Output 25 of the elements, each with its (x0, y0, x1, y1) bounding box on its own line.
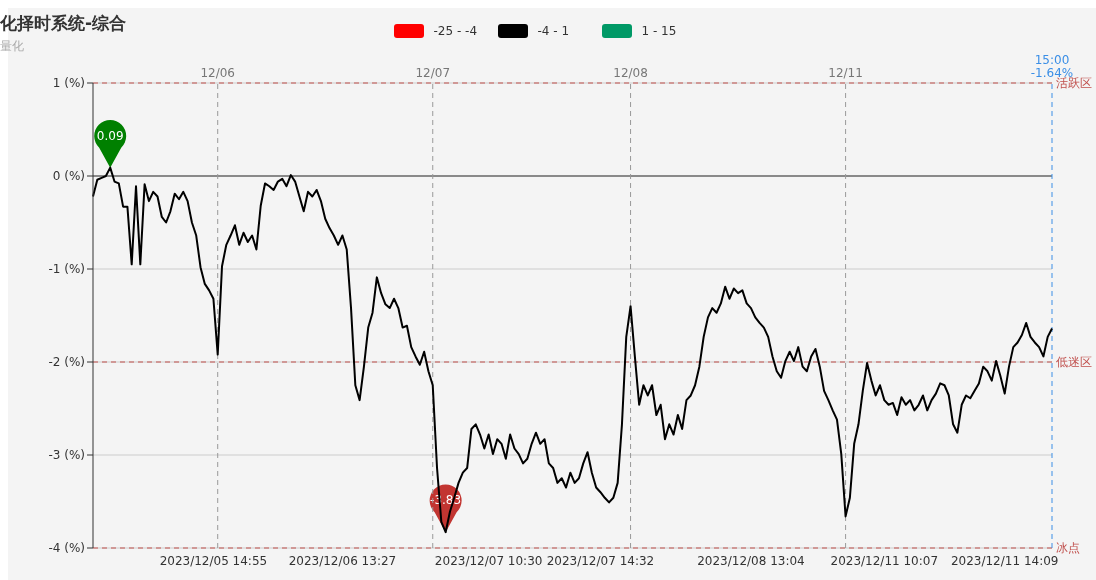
text: 12/07 (415, 66, 451, 80)
text: 12/11 (828, 66, 863, 80)
ref-line-label: 低迷区 (1056, 355, 1092, 369)
y-tick-label: 1 (%) (52, 76, 85, 91)
y-tick-label: -3 (%) (48, 448, 85, 463)
y-tick-label: 0 (%) (52, 169, 85, 184)
x-tick-label: 2023/12/07 14:32 (546, 553, 655, 568)
chart-title: 化择时系统-综合 (0, 12, 127, 35)
annotation: 0.09 (96, 128, 124, 143)
x-tick-label: 2023/12/05 14:55 (159, 553, 268, 568)
x-tick-label: 2023/12/11 14:09 (950, 553, 1059, 568)
legend-label: -25 - -4 (433, 24, 479, 38)
legend-label: -4 - 1 (537, 24, 571, 38)
x-tick-label: 2023/12/08 13:04 (697, 553, 805, 568)
x-tick-label: 2023/12/11 10:07 (830, 553, 939, 568)
text: 12/06 (200, 66, 236, 80)
x-tick-label: 2023/12/07 10:30 (434, 553, 543, 568)
y-tick-label: -1 (%) (48, 262, 85, 277)
chart-subtitle: 量化 (0, 38, 24, 55)
x-tick-label: 2023/12/06 13:27 (288, 553, 397, 568)
ref-line-label: 冰点 (1056, 541, 1080, 555)
y-tick-label: -4 (%) (48, 541, 85, 556)
text: 12/08 (613, 66, 648, 80)
y-tick-label: -2 (%) (48, 355, 85, 370)
legend-label: 1 - 15 (641, 24, 678, 38)
